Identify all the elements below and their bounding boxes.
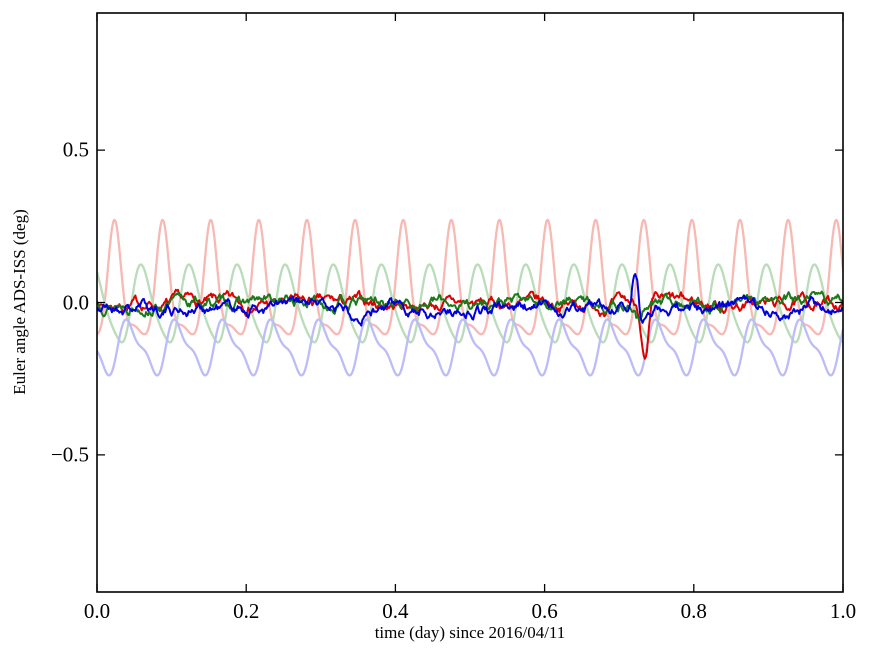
x-tick-label: 0.2 xyxy=(233,599,260,623)
y-tick-label: 0.0 xyxy=(62,290,89,314)
x-tick-label: 0.4 xyxy=(382,599,409,623)
y-tick-label: 0.5 xyxy=(62,137,89,162)
x-axis-label: time (day) since 2016/04/11 xyxy=(374,623,566,642)
y-axis-label: Euler angle ADS-ISS (deg) xyxy=(10,209,29,395)
x-tick-label: 1.0 xyxy=(829,599,857,623)
x-tick-label: 0.6 xyxy=(531,599,558,623)
y-tick-label: −0.5 xyxy=(50,442,89,467)
x-tick-label: 0.0 xyxy=(83,599,111,623)
x-tick-label: 0.8 xyxy=(680,599,707,623)
